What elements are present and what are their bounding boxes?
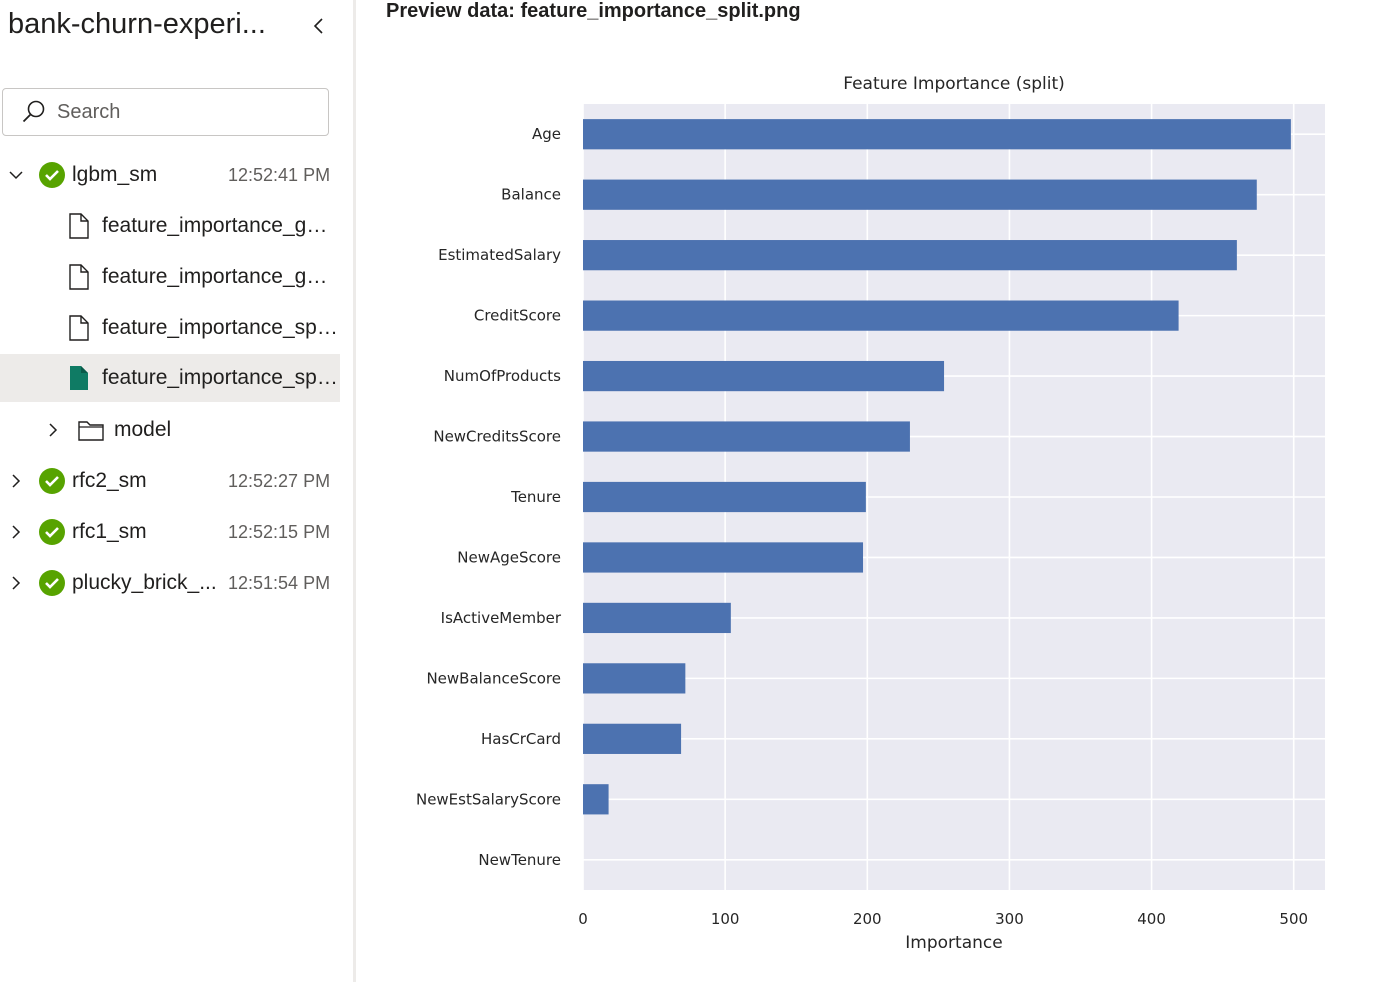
preview-title: Preview data: feature_importance_split.p… <box>386 0 801 22</box>
y-tick-label: NewCreditsScore <box>433 428 561 446</box>
file-icon <box>69 264 89 290</box>
chart-title: Feature Importance (split) <box>843 74 1065 94</box>
sidebar-divider[interactable] <box>353 0 356 982</box>
run-name: lgbm_sm <box>72 163 158 186</box>
y-tick-label: Age <box>532 125 561 143</box>
run-name: rfc2_sm <box>72 469 147 492</box>
x-tick-label: 0 <box>578 910 588 928</box>
bar <box>583 602 731 634</box>
file-row[interactable]: feature_importance_gai... <box>0 253 340 301</box>
y-tick-label: NewBalanceScore <box>426 669 561 687</box>
check-circle-icon <box>39 162 65 188</box>
run-row-lgbm-sm[interactable]: lgbm_sm 12:52:41 PM <box>0 151 340 199</box>
run-name: rfc1_sm <box>72 520 147 543</box>
feature-importance-chart: Age Balance EstimatedSalary CreditScore NumO… <box>416 74 1325 953</box>
search-icon <box>22 100 45 123</box>
check-circle-icon <box>39 519 65 545</box>
run-row-plucky-brick[interactable]: plucky_brick_... 12:51:54 PM <box>0 559 340 607</box>
y-tick-label: Tenure <box>510 488 561 506</box>
run-row-rfc1-sm[interactable]: rfc1_sm 12:52:15 PM <box>0 508 340 556</box>
run-time: 12:52:27 PM <box>228 470 331 491</box>
y-tick-label: HasCrCard <box>481 730 561 748</box>
file-row[interactable]: feature_importance_spl... <box>0 304 340 352</box>
file-row-selected[interactable]: feature_importance_spl... <box>0 354 340 402</box>
x-tick-label: 200 <box>853 910 882 928</box>
search-input[interactable] <box>57 100 317 124</box>
x-tick-label: 500 <box>1279 910 1308 928</box>
file-row[interactable]: feature_importance_gai... <box>0 202 340 250</box>
folder-row-model[interactable]: model <box>0 406 340 454</box>
bar <box>583 360 945 392</box>
file-name: feature_importance_spl... <box>102 366 338 389</box>
run-time: 12:51:54 PM <box>228 572 331 593</box>
bar <box>583 119 1291 150</box>
folder-name: model <box>114 418 172 441</box>
check-circle-icon <box>39 570 65 596</box>
y-tick-label: NewEstSalaryScore <box>416 790 561 808</box>
y-tick-label: EstimatedSalary <box>438 246 561 264</box>
check-circle-icon <box>39 468 65 494</box>
y-tick-label: Balance <box>501 186 561 204</box>
folder-icon <box>78 421 104 441</box>
bar <box>583 300 1179 331</box>
chart-image: Age Balance EstimatedSalary CreditScore NumO… <box>380 60 1380 970</box>
bar <box>583 421 910 452</box>
y-tick-label: NumOfProducts <box>444 367 561 385</box>
bar <box>583 179 1257 210</box>
run-time: 12:52:41 PM <box>228 164 331 185</box>
chevron-down-icon[interactable] <box>6 165 26 185</box>
chevron-right-icon[interactable] <box>43 420 63 440</box>
bar <box>583 481 866 513</box>
bar <box>583 784 609 815</box>
y-tick-label: NewAgeScore <box>457 548 561 566</box>
run-time: 12:52:15 PM <box>228 521 331 542</box>
bar <box>583 723 682 754</box>
collapse-sidebar-button[interactable] <box>306 12 332 40</box>
x-tick-label: 100 <box>711 910 740 928</box>
file-icon <box>69 315 89 341</box>
file-filled-icon <box>70 366 88 390</box>
x-tick-label: 300 <box>995 910 1024 928</box>
file-name: feature_importance_spl... <box>102 316 338 339</box>
search-box[interactable] <box>2 88 329 136</box>
y-tick-label: IsActiveMember <box>441 609 562 627</box>
run-name: plucky_brick_... <box>72 571 217 594</box>
experiment-title: bank-churn-experi... <box>8 8 266 40</box>
bar <box>583 663 686 694</box>
file-name: feature_importance_gai... <box>102 265 338 288</box>
chevron-right-icon[interactable] <box>6 522 26 542</box>
chevron-left-icon <box>313 18 323 34</box>
run-row-rfc2-sm[interactable]: rfc2_sm 12:52:27 PM <box>0 457 340 505</box>
y-tick-label: CreditScore <box>474 307 561 325</box>
chevron-right-icon[interactable] <box>6 471 26 491</box>
file-name: feature_importance_gai... <box>102 214 338 237</box>
chevron-right-icon[interactable] <box>6 573 26 593</box>
bar <box>583 542 864 573</box>
y-tick-label: NewTenure <box>478 851 561 869</box>
x-tick-label: 400 <box>1137 910 1166 928</box>
bar <box>583 240 1237 271</box>
x-axis-label: Importance <box>905 933 1002 953</box>
experiment-sidebar: bank-churn-experi... lgbm_sm 12:52:41 PM… <box>0 0 353 982</box>
file-icon <box>69 213 89 239</box>
